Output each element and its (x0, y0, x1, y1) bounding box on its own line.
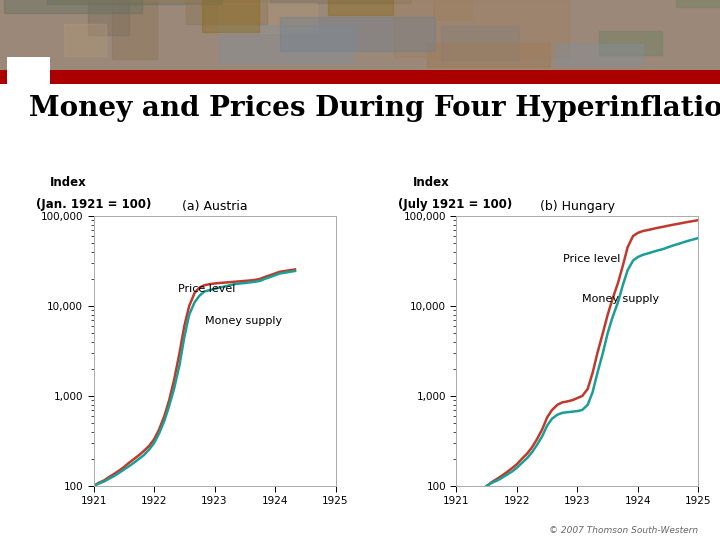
Bar (441, 26, 518, 60)
Bar (599, 31, 662, 55)
Bar (88, 0, 129, 36)
Bar (54, 0, 201, 1)
Text: Money and Prices During Four Hyperinflations: Money and Prices During Four Hyperinflat… (29, 94, 720, 122)
Circle shape (9, 58, 48, 90)
Bar (270, 0, 411, 3)
Text: © 2007 Thomson South-Western: © 2007 Thomson South-Western (549, 525, 698, 535)
Bar (47, 0, 222, 4)
Text: Index: Index (50, 176, 87, 189)
Text: Money supply: Money supply (205, 316, 282, 326)
Bar (219, 3, 318, 33)
Bar (220, 25, 354, 63)
Text: Price level: Price level (179, 284, 235, 294)
Text: Index: Index (413, 176, 450, 189)
Bar (280, 17, 435, 51)
Title: (b) Hungary: (b) Hungary (540, 200, 615, 213)
Bar (4, 0, 142, 13)
Bar (328, 0, 393, 15)
Bar (676, 0, 720, 8)
Bar (394, 0, 570, 57)
Bar (63, 24, 107, 57)
Bar (555, 44, 643, 65)
Title: (a) Austria: (a) Austria (181, 200, 248, 213)
Bar (433, 0, 472, 21)
Bar (112, 0, 157, 59)
Text: (July 1921 = 100): (July 1921 = 100) (398, 198, 513, 211)
Text: Money supply: Money supply (582, 294, 660, 305)
Bar (186, 0, 267, 24)
Bar (202, 0, 258, 32)
Bar (426, 43, 550, 67)
Text: Price level: Price level (563, 254, 621, 264)
Text: (Jan. 1921 = 100): (Jan. 1921 = 100) (35, 198, 151, 211)
